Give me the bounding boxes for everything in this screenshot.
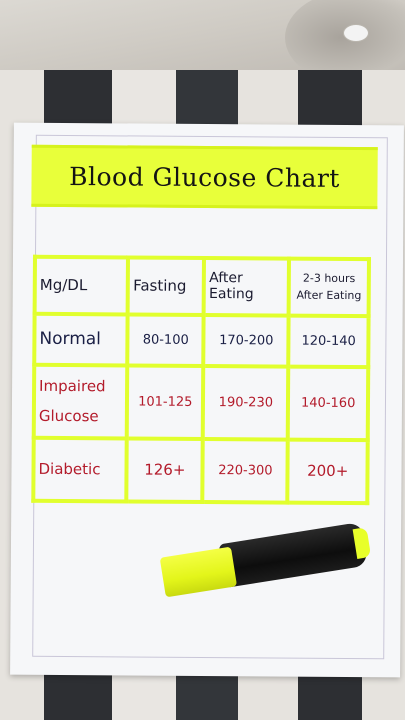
value-cell: 200+ [287, 439, 368, 504]
table-row: Normal 80-100 170-200 120-140 [34, 313, 369, 367]
row-label: Impaired Glucose [33, 364, 128, 439]
header-cell: After Eating [203, 257, 290, 316]
header-cell: Fasting [127, 257, 205, 315]
table-row: Diabetic 126+ 220-300 200+ [33, 437, 368, 504]
value-cell: 170-200 [203, 314, 290, 367]
header-cell: 2-3 hours After Eating [289, 258, 369, 317]
value-cell: 80-100 [127, 314, 204, 366]
header-cell: Mg/DL [34, 256, 129, 315]
value-cell: 120-140 [288, 315, 369, 367]
value-cell: 140-160 [288, 366, 369, 441]
title-band: Blood Glucose Chart [31, 144, 378, 210]
value-cell: 220-300 [202, 438, 289, 503]
value-cell: 126+ [126, 438, 204, 502]
marker-cap [159, 546, 238, 598]
table-row: Impaired Glucose 101-125 190-230 140-160 [33, 364, 369, 441]
row-label: Diabetic [33, 437, 128, 502]
row-label: Normal [34, 313, 128, 366]
table-header-row: Mg/DL Fasting After Eating 2-3 hours Aft… [34, 256, 369, 317]
value-cell: 101-125 [127, 365, 204, 439]
chart-title: Blood Glucose Chart [69, 161, 341, 193]
value-cell: 190-230 [203, 365, 289, 440]
glucose-table: Mg/DL Fasting After Eating 2-3 hours Aft… [31, 254, 372, 506]
cloth-button [343, 24, 369, 42]
marker-body [218, 521, 369, 588]
